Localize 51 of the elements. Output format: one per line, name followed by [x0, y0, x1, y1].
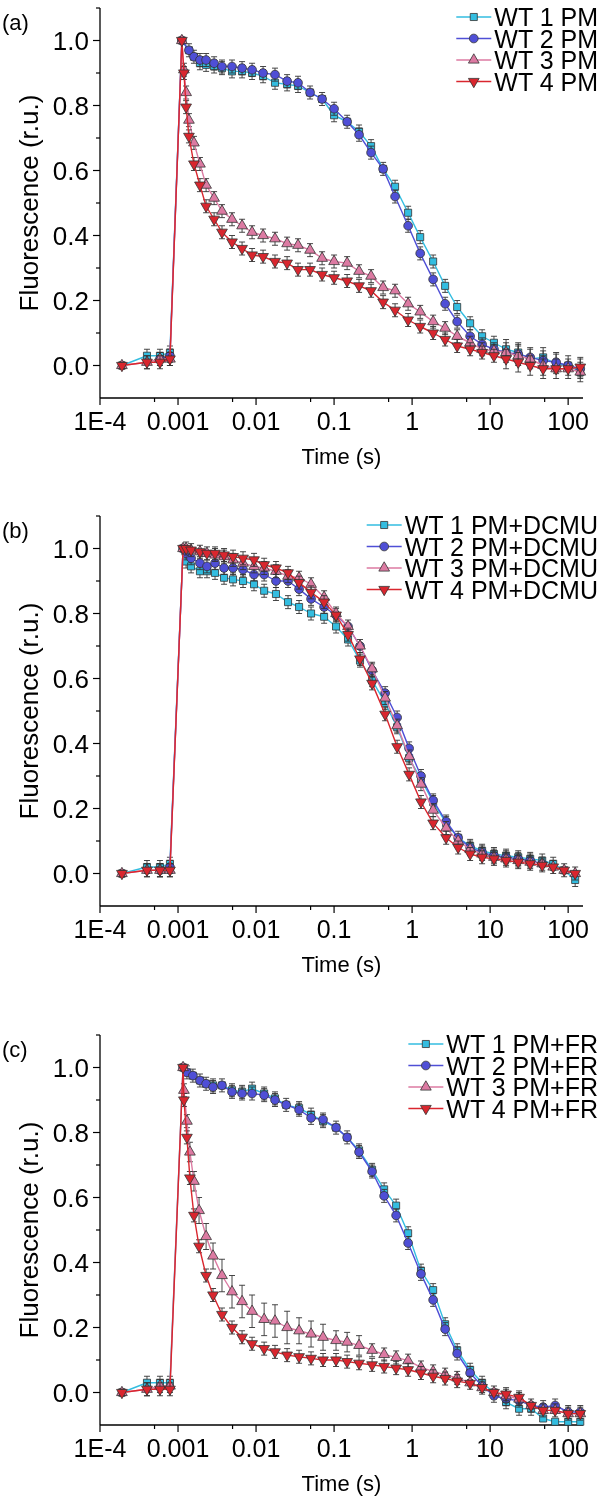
chart-title: (b)	[2, 518, 29, 543]
y-tick-label: 0.0	[52, 1377, 89, 1408]
y-axis-title: Fluorescence (r.u.)	[14, 1121, 44, 1339]
x-tick-label: 10	[476, 1434, 505, 1462]
x-axis-title: Time (s)	[301, 952, 382, 977]
x-tick-label: 1E-4	[73, 1434, 127, 1462]
y-tick-label: 1.0	[52, 1052, 89, 1083]
y-tick-label: 1.0	[52, 533, 89, 564]
x-tick-label: 0.01	[231, 407, 281, 435]
y-tick-label: 0.2	[52, 285, 89, 316]
x-tick-label: 0.001	[146, 407, 210, 435]
legend-label: WT 1 PM	[494, 3, 598, 31]
y-tick-label: 0.6	[52, 663, 89, 694]
x-tick-label: 0.01	[231, 1434, 281, 1462]
x-tick-label: 100	[547, 915, 590, 943]
y-tick-label: 1.0	[52, 25, 89, 56]
x-tick-label: 1	[405, 1434, 420, 1462]
chart-title: (c)	[2, 1037, 28, 1062]
legend-label: WT 1 PM+DCMU	[404, 511, 598, 539]
x-tick-label: 0.1	[316, 915, 352, 943]
y-tick-label: 0.4	[52, 728, 89, 759]
y-tick-label: 0.4	[52, 220, 89, 251]
x-axis-title: Time (s)	[301, 444, 382, 469]
x-tick-label: 100	[547, 1434, 590, 1462]
chart-title: (a)	[2, 10, 29, 35]
y-tick-label: 0.0	[52, 858, 89, 889]
x-tick-label: 100	[547, 407, 590, 435]
y-tick-label: 0.2	[52, 1312, 89, 1343]
x-tick-label: 10	[476, 915, 505, 943]
x-tick-label: 0.01	[231, 915, 281, 943]
y-tick-label: 0.6	[52, 1182, 89, 1213]
y-tick-label: 0.8	[52, 90, 89, 121]
y-tick-label: 0.0	[52, 350, 89, 381]
y-tick-label: 0.2	[52, 793, 89, 824]
x-tick-label: 0.1	[316, 1434, 352, 1462]
x-tick-label: 1E-4	[73, 915, 127, 943]
y-tick-label: 0.4	[52, 1247, 89, 1278]
x-tick-label: 0.001	[146, 915, 210, 943]
y-axis-title: Fluorescence (r.u.)	[14, 602, 44, 820]
x-tick-label: 1	[405, 915, 420, 943]
x-tick-label: 10	[476, 407, 505, 435]
y-tick-label: 0.8	[52, 598, 89, 629]
x-tick-label: 0.1	[316, 407, 352, 435]
y-tick-label: 0.6	[52, 155, 89, 186]
x-axis-title: Time (s)	[301, 1471, 382, 1496]
x-tick-label: 1E-4	[73, 407, 127, 435]
x-tick-label: 1	[405, 407, 420, 435]
legend-label: WT 1 PM+FR	[446, 1030, 598, 1058]
y-axis-title: Fluorescence (r.u.)	[14, 94, 44, 312]
x-tick-label: 0.001	[146, 1434, 210, 1462]
y-tick-label: 0.8	[52, 1117, 89, 1148]
